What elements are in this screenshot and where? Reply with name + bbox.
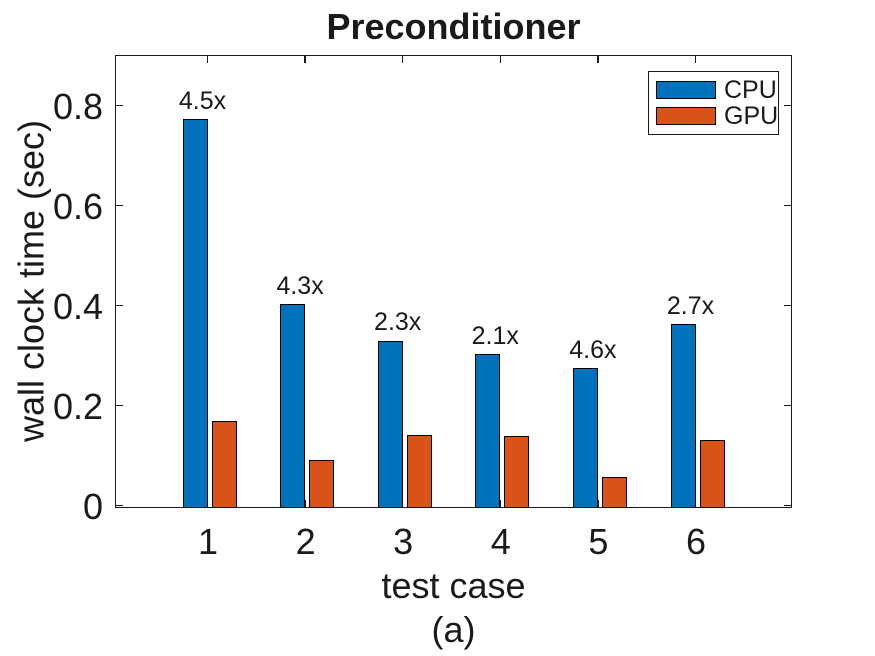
y-tick-mark	[116, 404, 123, 406]
x-tick-label: 2	[295, 521, 316, 562]
x-tick-label: 1	[197, 521, 219, 562]
x-tick-mark	[499, 500, 502, 507]
x-axis-label: test case	[381, 565, 526, 606]
x-tick-mark	[694, 500, 697, 507]
cpu-bar	[572, 368, 598, 507]
cpu-bar	[280, 304, 306, 507]
x-tick-mark	[401, 500, 404, 507]
x-tick-label: 5	[588, 521, 609, 562]
y-tick-mark-right	[784, 104, 791, 106]
y-tick-mark-right	[784, 504, 791, 506]
gpu-bar	[211, 421, 237, 507]
subfigure-caption: (a)	[431, 609, 476, 650]
x-tick-label: 6	[685, 521, 707, 562]
legend: CPU GPU	[648, 71, 779, 135]
gpu-bar	[309, 460, 335, 507]
x-tick-label: 4	[490, 521, 511, 562]
legend-item: GPU	[656, 104, 778, 129]
y-tick-mark	[116, 104, 123, 106]
gpu-bar	[699, 439, 725, 507]
legend-label: CPU	[724, 76, 777, 104]
x-tick-mark-top	[304, 56, 306, 63]
x-tick-mark-top	[499, 56, 502, 63]
y-tick-mark	[116, 504, 123, 506]
cpu-bar	[182, 119, 208, 507]
gpu-bar	[601, 477, 627, 507]
gpu-bar	[504, 435, 530, 507]
gpu-bar	[406, 434, 432, 507]
y-tick-mark	[116, 204, 123, 206]
x-tick-mark-top	[694, 56, 697, 63]
x-tick-label: 3	[393, 521, 414, 562]
y-tick-mark	[116, 304, 123, 306]
legend-item: CPU	[656, 78, 777, 103]
cpu-legend-swatch	[656, 81, 716, 99]
y-axis-label: wall clock time (sec)	[10, 119, 52, 443]
chart-title: Preconditioner	[326, 6, 581, 47]
x-tick-mark	[206, 500, 209, 507]
x-tick-mark	[304, 500, 306, 507]
cpu-bar	[377, 340, 403, 507]
x-tick-mark	[597, 500, 599, 507]
x-tick-mark-top	[401, 56, 404, 63]
cpu-bar	[475, 354, 501, 507]
x-tick-mark-top	[206, 56, 209, 63]
y-tick-mark-right	[784, 404, 791, 406]
x-tick-mark-top	[597, 56, 599, 63]
cpu-bar	[670, 324, 696, 507]
y-tick-mark-right	[784, 204, 791, 206]
legend-label: GPU	[724, 102, 779, 130]
y-tick-mark-right	[784, 304, 791, 306]
gpu-legend-swatch	[656, 107, 716, 125]
